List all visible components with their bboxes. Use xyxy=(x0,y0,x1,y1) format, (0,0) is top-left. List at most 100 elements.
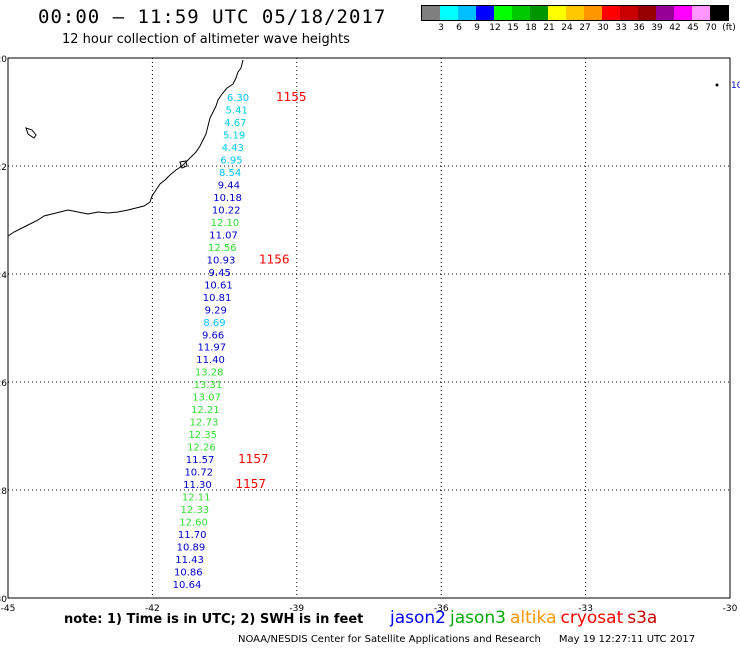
color-swatch xyxy=(458,6,476,20)
wave-height-value: 11.40 xyxy=(196,355,225,366)
wave-height-value: 4.43 xyxy=(222,143,244,154)
color-scale-label: 36 xyxy=(633,23,645,33)
wave-height-value: 13.28 xyxy=(195,368,224,379)
wave-height-value: 5.19 xyxy=(223,130,245,141)
wave-height-value: 10.18 xyxy=(213,193,242,204)
units-note: note: 1) Time is in UTC; 2) SWH is in fe… xyxy=(64,612,364,627)
wave-height-value: 12.26 xyxy=(187,443,216,454)
color-scale-label: (ft) xyxy=(722,23,736,33)
color-scale-label: 15 xyxy=(507,23,519,33)
longitude-tick-label: -33 xyxy=(578,604,593,614)
wave-height-observations: 6.305.414.675.194.436.958.549.4410.1810.… xyxy=(173,93,249,591)
latitude-tick-label: -26 xyxy=(0,379,7,389)
wave-height-value: 10.64 xyxy=(173,580,202,591)
island-outline xyxy=(25,127,37,139)
color-scale-label: 9 xyxy=(474,23,480,33)
wave-height-value: 6.95 xyxy=(220,155,242,166)
satellite-legend-item: altika xyxy=(510,608,557,628)
island-outline xyxy=(179,160,188,169)
latitude-tick-label: -28 xyxy=(0,487,7,497)
page-title: 00:00 – 11:59 UTC 05/18/2017 xyxy=(38,6,387,28)
color-scale-label: 18 xyxy=(525,23,537,33)
color-swatch xyxy=(440,6,458,20)
coastline xyxy=(7,59,244,237)
credit-text: NOAA/NESDIS Center for Satellite Applica… xyxy=(238,634,541,645)
color-scale-label: 12 xyxy=(489,23,501,33)
color-scale-label: 24 xyxy=(561,23,573,33)
wave-height-value: 13.31 xyxy=(194,380,223,391)
generation-timestamp: May 19 12:27:11 UTC 2017 xyxy=(558,634,696,645)
color-scale-labels: 3 6 9 12 15 18 21 24 27 30 33 36 39 42 45 70 (ft) xyxy=(421,21,736,35)
wave-height-value: 10.89 xyxy=(177,543,206,554)
map-frame xyxy=(7,57,731,599)
credit-line: NOAA/NESDIS Center for Satellite Applica… xyxy=(238,634,695,645)
longitude-tick-label: -45 xyxy=(1,604,16,614)
color-scale-label: 39 xyxy=(651,23,663,33)
wave-height-value: 12.10 xyxy=(211,218,240,229)
wave-height-value: 12.56 xyxy=(208,243,237,254)
color-swatch xyxy=(674,6,692,20)
color-scale-label: 6 xyxy=(456,23,462,33)
wave-height-value: 10.81 xyxy=(203,293,232,304)
wave-height-value: 11.70 xyxy=(178,530,207,541)
color-scale-label: 3 xyxy=(438,23,444,33)
wave-height-value: 9.44 xyxy=(218,180,240,191)
latitude-tick-label: -30 xyxy=(0,595,7,605)
wave-height-value: 10.72 xyxy=(184,468,213,479)
latitude-tick-label: -20 xyxy=(0,55,7,65)
page-subtitle: 12 hour collection of altimeter wave hei… xyxy=(62,32,350,47)
wave-height-value: 12.21 xyxy=(191,405,220,416)
color-swatch xyxy=(422,6,440,20)
wave-height-value: 11.43 xyxy=(175,555,204,566)
color-swatch xyxy=(620,6,638,20)
wave-height-value: 10.86 xyxy=(174,568,203,579)
wave-height-value: 12.73 xyxy=(190,418,219,429)
color-swatch xyxy=(638,6,656,20)
color-swatch xyxy=(494,6,512,20)
color-scale-label: 45 xyxy=(687,23,699,33)
wave-height-value: 11.07 xyxy=(209,230,238,241)
color-swatch xyxy=(584,6,602,20)
wave-height-value: 4.67 xyxy=(224,118,246,129)
longitude-tick-label: -30 xyxy=(723,604,738,614)
longitude-tick-label: -36 xyxy=(434,604,449,614)
wave-height-value: 5.41 xyxy=(226,105,248,116)
wave-height-value: 12.33 xyxy=(181,505,210,516)
wave-height-value: 11.97 xyxy=(198,343,227,354)
wave-height-value: 10.61 xyxy=(204,280,233,291)
color-swatch xyxy=(602,6,620,20)
observation-time-label: 1156 xyxy=(259,252,290,266)
color-swatch xyxy=(692,6,710,20)
latitude-tick-label: -22 xyxy=(0,163,7,173)
color-swatch xyxy=(512,6,530,20)
wave-height-value: 6.30 xyxy=(227,93,249,104)
wave-height-value: 9.29 xyxy=(205,305,227,316)
satellite-legend-item: cryosat xyxy=(560,608,624,628)
wave-height-value: 13.07 xyxy=(192,393,221,404)
color-scale-label: 27 xyxy=(579,23,591,33)
color-scale-label: 70 xyxy=(705,23,717,33)
latitude-tick-label: -24 xyxy=(0,271,7,281)
wave-height-value: 10.22 xyxy=(212,205,241,216)
satellite-legend-item: jason3 xyxy=(450,608,506,628)
satellite-legend: jason2 jason3 altika cryosat s3a xyxy=(390,608,661,628)
wave-height-value: 12.11 xyxy=(182,493,211,504)
observation-time-label: 1157 xyxy=(238,452,269,466)
wave-height-value: 11.57 xyxy=(186,455,215,466)
satellite-legend-item: s3a xyxy=(627,608,658,628)
color-swatch xyxy=(656,6,674,20)
color-scale-label: 42 xyxy=(669,23,681,33)
wave-height-value: 9.45 xyxy=(209,268,231,279)
wave-height-value: 12.35 xyxy=(188,430,217,441)
observation-time-label: 1157 xyxy=(235,477,266,491)
island-dot xyxy=(715,83,719,87)
wave-height-value: 8.54 xyxy=(219,168,241,179)
color-scale-label: 21 xyxy=(543,23,555,33)
wave-height-value: 11.30 xyxy=(183,480,212,491)
longitude-tick-label: -42 xyxy=(145,604,160,614)
color-swatch xyxy=(530,6,548,20)
longitude-tick-label: -39 xyxy=(289,604,304,614)
color-swatch xyxy=(476,6,494,20)
